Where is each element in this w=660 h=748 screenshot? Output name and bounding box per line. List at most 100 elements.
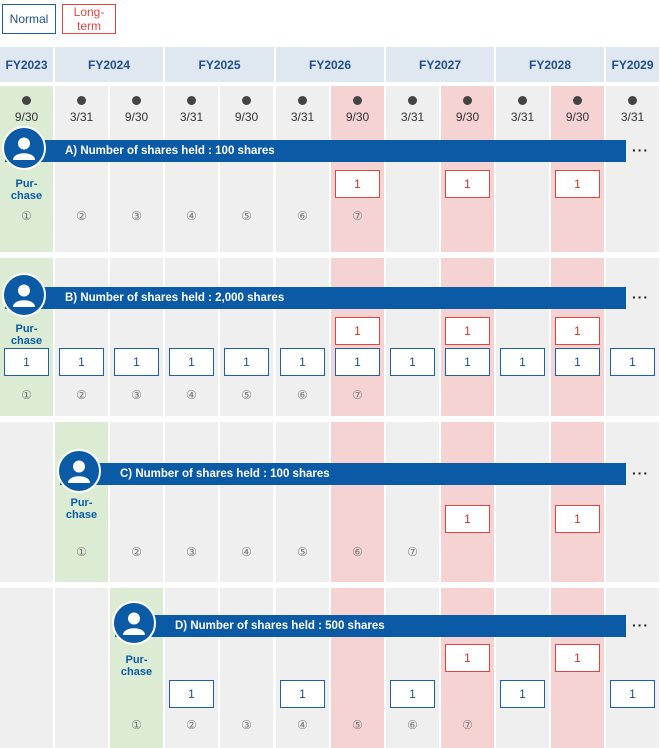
holding-period-marker: ④	[241, 545, 252, 559]
purchase-label: Pur- chase	[65, 497, 98, 521]
long-term-benefit-box: 1	[445, 505, 490, 533]
holding-period-marker: ③	[186, 545, 197, 559]
date-column	[55, 588, 108, 748]
record-date-label: 9/30	[234, 110, 259, 124]
record-date-label: 9/30	[124, 110, 149, 124]
date-column	[110, 422, 163, 582]
date-column	[496, 422, 549, 582]
date-column	[276, 258, 329, 416]
normal-benefit-box: 1	[445, 348, 490, 376]
date-column	[220, 258, 273, 416]
record-date-dot	[22, 96, 31, 105]
record-date-label: 3/31	[69, 110, 94, 124]
date-column	[386, 422, 439, 582]
date-column	[331, 86, 384, 252]
normal-benefit-box: 1	[4, 348, 49, 376]
holding-period-marker: ⑤	[352, 718, 363, 732]
holding-period-marker: ④	[297, 718, 308, 732]
date-column	[55, 86, 108, 252]
date-column	[55, 258, 108, 416]
date-column	[276, 422, 329, 582]
fiscal-year-header: FY2023	[0, 47, 53, 82]
record-date-label: 3/31	[400, 110, 425, 124]
purchase-label: Pur- chase	[120, 654, 153, 678]
long-term-benefit-box: 1	[445, 317, 490, 345]
record-date-label: 9/30	[565, 110, 590, 124]
holding-period-marker: ⑦	[352, 209, 363, 223]
long-term-benefit-box: 1	[445, 170, 490, 198]
long-term-benefit-box: 1	[555, 505, 600, 533]
more-indicator: ···	[632, 142, 649, 158]
long-term-benefit-box: 1	[335, 170, 380, 198]
date-column	[496, 258, 549, 416]
long-term-benefit-box: 1	[445, 644, 490, 672]
record-date-dot	[628, 96, 637, 105]
long-term-benefit-box: 1	[335, 317, 380, 345]
normal-benefit-box: 1	[114, 348, 159, 376]
date-column	[220, 422, 273, 582]
record-date-dot	[518, 96, 527, 105]
normal-benefit-box: 1	[169, 680, 214, 708]
record-date-dot	[132, 96, 141, 105]
date-column	[276, 86, 329, 252]
date-column	[165, 258, 218, 416]
fiscal-year-header: FY2024	[55, 47, 163, 82]
holding-period-marker: ①	[21, 209, 32, 223]
legend-normal: Normal	[2, 4, 56, 34]
purchase-label: Pur- chase	[10, 178, 43, 202]
date-column	[496, 86, 549, 252]
fiscal-year-header: FY2029	[606, 47, 659, 82]
holding-period-marker: ④	[186, 209, 197, 223]
long-term-benefit-box: 1	[555, 170, 600, 198]
holding-period-marker: ②	[186, 718, 197, 732]
fiscal-year-header: FY2026	[276, 47, 384, 82]
record-date-label: 3/31	[290, 110, 315, 124]
record-date-dot	[463, 96, 472, 105]
date-column	[276, 588, 329, 748]
date-column	[110, 258, 163, 416]
normal-benefit-box: 1	[500, 680, 545, 708]
fiscal-year-header: FY2027	[386, 47, 494, 82]
normal-benefit-box: 1	[500, 348, 545, 376]
normal-benefit-box: 1	[390, 348, 435, 376]
holding-period-marker: ⑥	[297, 209, 308, 223]
date-column	[331, 588, 384, 748]
holding-period-marker: ⑥	[407, 718, 418, 732]
holding-period-marker: ⑤	[241, 388, 252, 402]
record-date-dot	[573, 96, 582, 105]
case-b-bar: B) Number of shares held : 2,000 shares	[5, 287, 626, 309]
date-column	[496, 588, 549, 748]
record-date-label: 9/30	[455, 110, 480, 124]
date-column	[551, 422, 604, 582]
record-date-label: 3/31	[510, 110, 535, 124]
record-date-label: 9/30	[14, 110, 39, 124]
holding-period-marker: ⑦	[352, 388, 363, 402]
normal-benefit-box: 1	[555, 348, 600, 376]
holding-period-marker: ⑤	[297, 545, 308, 559]
holding-period-marker: ①	[76, 545, 87, 559]
holding-period-marker: ⑦	[462, 718, 473, 732]
holding-period-marker: ⑥	[297, 388, 308, 402]
holding-period-marker: ②	[76, 388, 87, 402]
long-term-benefit-box: 1	[555, 317, 600, 345]
fiscal-year-header: FY2025	[165, 47, 274, 82]
fiscal-year-header: FY2028	[496, 47, 604, 82]
long-term-benefit-box: 1	[555, 644, 600, 672]
holding-period-marker: ③	[241, 718, 252, 732]
date-column	[606, 86, 659, 252]
date-column	[551, 86, 604, 252]
record-date-label: 3/31	[179, 110, 204, 124]
date-column	[165, 588, 218, 748]
holding-period-marker: ②	[76, 209, 87, 223]
date-column	[386, 588, 439, 748]
date-column	[220, 588, 273, 748]
record-date-label: 3/31	[620, 110, 645, 124]
record-date-dot	[298, 96, 307, 105]
record-date-label: 9/30	[345, 110, 370, 124]
date-column	[606, 588, 659, 748]
normal-benefit-box: 1	[280, 680, 325, 708]
holding-period-marker: ⑤	[241, 209, 252, 223]
date-column	[386, 86, 439, 252]
date-column	[386, 258, 439, 416]
date-column	[55, 422, 108, 582]
